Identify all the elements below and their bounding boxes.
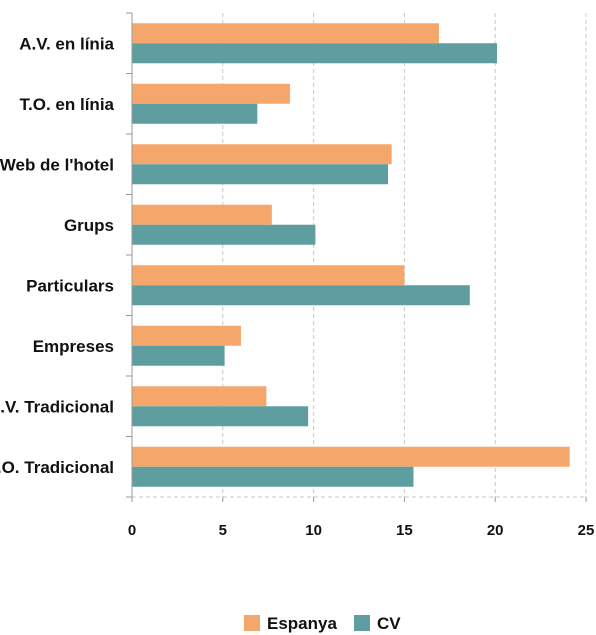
category-labels: A.V. en línia T.O. en línia Web de l'hotel… [0, 34, 115, 477]
bar-espanya-web-de-l-hotel [132, 144, 392, 165]
category-label-t-o-en-linia: T.O. en línia [20, 95, 115, 114]
tick-labels: 0 5 10 15 20 25 [128, 522, 595, 539]
legend-label-cv: CV [377, 614, 401, 633]
legend-swatch-cv [354, 615, 370, 631]
bar-cv-web-de-l-hotel [132, 164, 389, 185]
bar-espanya-t-o-tradicional [132, 446, 570, 467]
bar-cv-a-v-tradicional [132, 406, 309, 427]
category-label-a-v-tradicional: A.V. Tradicional [0, 397, 114, 416]
legend-label-espanya: Espanya [267, 614, 337, 633]
bar-espanya-particulars [132, 265, 405, 286]
bar-cv-a-v-en-linia [132, 43, 498, 64]
category-label-a-v-en-linia: A.V. en línia [19, 34, 114, 53]
bar-cv-grups [132, 224, 316, 245]
x-tick-label-5: 5 [219, 522, 227, 539]
x-tick-label-10: 10 [305, 522, 322, 539]
legend: Espanya CV [244, 614, 401, 633]
category-label-particulars: Particulars [26, 276, 114, 295]
x-tick-label-0: 0 [128, 522, 136, 539]
category-label-grups: Grups [64, 216, 114, 235]
axes [126, 12, 587, 502]
category-label-t-o-tradicional: T.O. Tradicional [0, 458, 114, 477]
x-tick-label-15: 15 [396, 522, 413, 539]
category-label-empreses: Empreses [33, 337, 114, 356]
bar-cv-t-o-tradicional [132, 466, 414, 487]
bar-espanya-a-v-en-linia [132, 23, 439, 44]
x-tick-label-20: 20 [487, 522, 504, 539]
bar-espanya-empreses [132, 325, 241, 346]
legend-swatch-espanya [244, 615, 260, 631]
bar-cv-empreses [132, 345, 225, 366]
bars [132, 23, 570, 487]
bar-cv-particulars [132, 285, 470, 306]
x-tick-label-25: 25 [578, 522, 595, 539]
bar-espanya-grups [132, 204, 272, 225]
bar-espanya-a-v-tradicional [132, 386, 267, 407]
category-label-web-de-l-hotel: Web de l'hotel [0, 155, 114, 174]
bar-cv-t-o-en-linia [132, 103, 258, 124]
bar-espanya-t-o-en-linia [132, 83, 290, 104]
